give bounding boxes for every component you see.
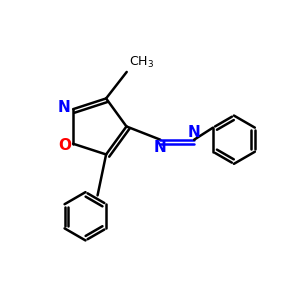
Text: CH$_3$: CH$_3$ [129, 55, 154, 70]
Text: N: N [154, 140, 167, 154]
Text: N: N [58, 100, 71, 115]
Text: N: N [188, 125, 200, 140]
Text: O: O [58, 138, 71, 153]
